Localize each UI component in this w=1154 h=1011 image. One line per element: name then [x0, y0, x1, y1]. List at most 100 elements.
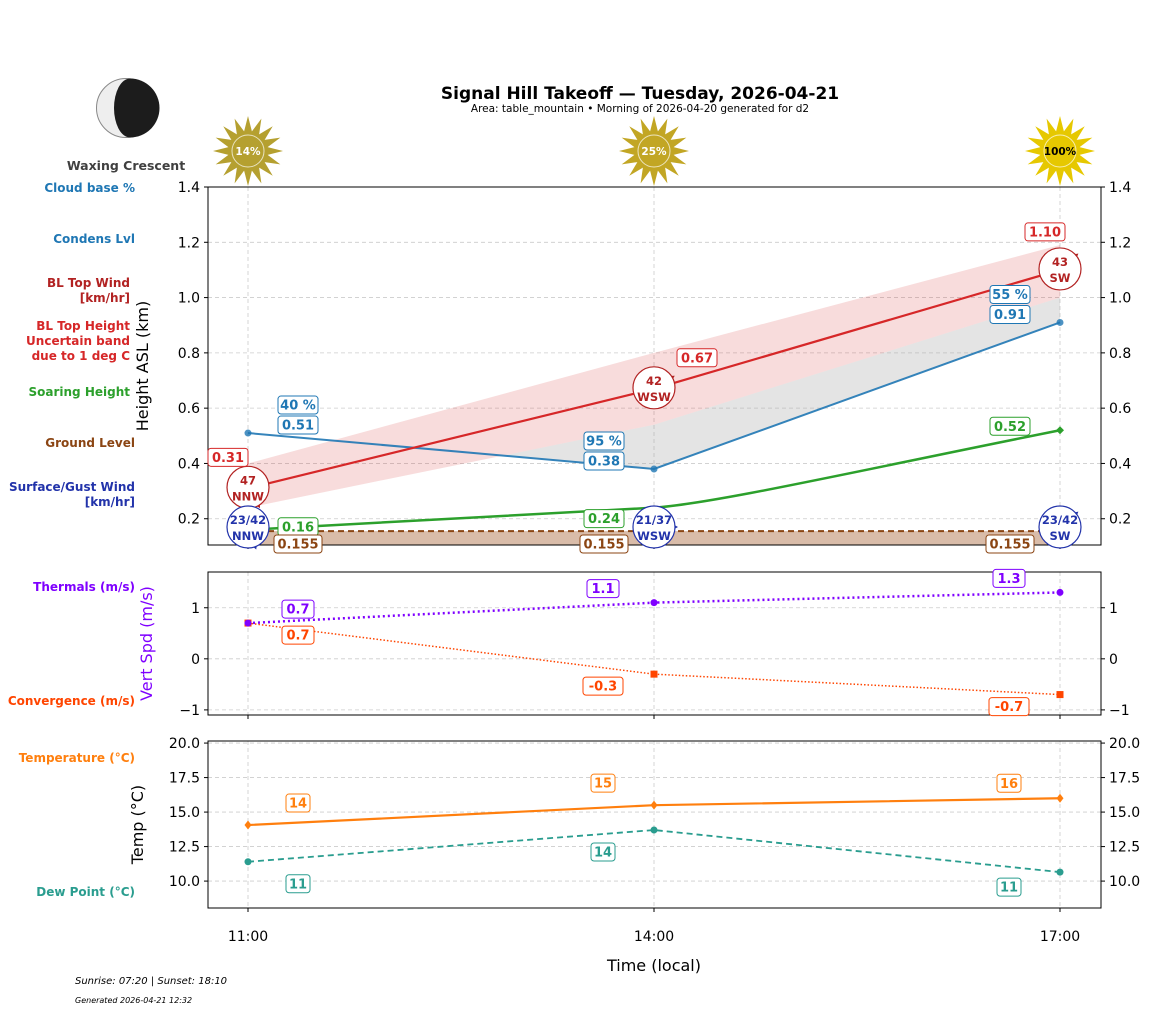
wind-direction: WSW [637, 529, 671, 543]
convergence-label: -0.3 [589, 680, 617, 695]
y-tick-label-left: 15.0 [169, 805, 200, 821]
x-tick-label: 11:00 [228, 929, 268, 945]
temperature-label-box [590, 773, 616, 793]
legend-label: Thermals (m/s) [33, 580, 135, 594]
wind-speed: 23/42 [230, 513, 266, 527]
condens-level-label-box [277, 415, 319, 435]
bl-top-height-label-box [676, 348, 718, 368]
legend-label: Dew Point (°C) [36, 885, 135, 899]
y-tick-label-left: 0.4 [178, 456, 200, 472]
temperature-label-box [996, 773, 1022, 793]
moon-phase-label: Waxing Crescent [67, 158, 185, 173]
y-tick-label-left: 17.5 [169, 771, 200, 787]
condens-level-point [1056, 318, 1064, 326]
temperature-point [1056, 793, 1064, 803]
convergence-label-box [281, 625, 315, 645]
y-axis-label: Vert Spd (m/s) [137, 586, 156, 701]
convergence-label: -0.7 [995, 700, 1023, 715]
wind-speed: 47 [240, 473, 256, 487]
sun-disc [231, 134, 265, 168]
convergence-label-box [582, 676, 624, 696]
sun-icon: 100% [1025, 116, 1095, 186]
soaring-height-label: 0.52 [994, 420, 1026, 435]
y-tick-label-right: 20.0 [1109, 736, 1140, 752]
dew-point-label-box [285, 874, 311, 894]
y-tick-label-right: 0.8 [1109, 346, 1131, 362]
wind-direction: SW [1050, 271, 1071, 285]
soaring-height-label-box [583, 509, 625, 529]
bl-top-wind-indicator: 42 WSW [632, 366, 676, 410]
temperature-point [650, 800, 658, 810]
temperature-label-box [285, 793, 311, 813]
dew-point-point [1056, 868, 1064, 876]
bl-top-height-label-box [207, 447, 249, 467]
wind-direction: NNW [232, 489, 264, 503]
ground-level-label-box [985, 534, 1035, 554]
condens-level-label-box [583, 451, 625, 471]
height-panel: 0.2 0.2 0.4 0.4 0.6 0.6 0.8 0.8 1.0 1.0 1.2 1.2 1.4 1… [133, 116, 1131, 554]
moon-icon [96, 78, 160, 138]
x-axis-label: Time (local) [606, 956, 701, 975]
thermals-label: 1.3 [997, 572, 1020, 587]
sun-times: Sunrise: 07:20 | Sunset: 18:10 [75, 976, 227, 987]
y-tick-label-left: 0.2 [178, 512, 200, 528]
legend-label: Cloud base % [44, 181, 135, 195]
legend-label: BL Top Wind [47, 276, 130, 290]
condens-level-label: 0.91 [994, 308, 1026, 323]
y-tick-label-right: 0.2 [1109, 512, 1131, 528]
sun-percent-label: 25% [641, 146, 667, 158]
dew-point-label: 14 [594, 846, 612, 861]
y-axis-label: Height ASL (km) [133, 301, 152, 431]
ground-level-label: 0.155 [583, 538, 624, 553]
soaring-height-line [247, 429, 1061, 532]
thermals-label: 0.7 [286, 603, 309, 618]
dew-point-label: 11 [1000, 881, 1018, 896]
wind-speed: 42 [646, 374, 662, 388]
bl-top-height-label: 0.31 [212, 451, 244, 466]
wind-circle [1038, 247, 1082, 291]
y-tick-label-left: 20.0 [169, 736, 200, 752]
ground-level-label-box [579, 534, 629, 554]
y-tick-label-left: 1.0 [178, 291, 200, 307]
thermals-point [1056, 588, 1064, 596]
chart-title: Signal Hill Takeoff — Tuesday, 2026-04-2… [441, 84, 839, 104]
legend-label: Uncertain band [26, 334, 130, 348]
condens-level-point [244, 429, 252, 437]
temperature-label: 14 [289, 797, 307, 812]
legend-label: BL Top Height [36, 319, 130, 333]
thermals-label: 1.1 [591, 582, 614, 597]
dew-point-label-box [590, 842, 616, 862]
cloud-base-pct-label: 95 % [586, 434, 622, 449]
cloud-base-pct-label: 55 % [992, 288, 1028, 303]
cloud-layer-fill [502, 297, 1060, 469]
y-tick-label-right: 1.0 [1109, 291, 1131, 307]
legend-label: Ground Level [45, 436, 135, 450]
surface-wind-indicator: 23/42 NNW [226, 505, 270, 550]
y-tick-label-left: 1.4 [178, 180, 200, 196]
thermals-label-box [586, 579, 620, 599]
thermals-point [244, 619, 252, 627]
legend-label: Temperature (°C) [19, 751, 135, 765]
wind-direction: SW [1050, 529, 1071, 543]
y-tick-label-left: −1 [179, 703, 200, 719]
wind-direction: NNW [232, 529, 264, 543]
bl-top-wind-indicator: 47 NNW [226, 465, 270, 509]
y-tick-label-right: 1 [1109, 601, 1118, 617]
sun-icon: 14% [213, 116, 283, 186]
wind-speed: 43 [1052, 255, 1068, 269]
condens-level-label-box [989, 304, 1031, 324]
temperature-label: 16 [1000, 777, 1018, 792]
y-tick-label-right: 0.4 [1109, 456, 1131, 472]
dew-point-label-box [996, 877, 1022, 897]
sun-disc [1043, 134, 1077, 168]
temperature-point [244, 820, 252, 830]
y-tick-label-right: 0.6 [1109, 401, 1131, 417]
legend-label: Soaring Height [29, 385, 131, 399]
x-tick-label: 17:00 [1040, 929, 1080, 945]
convergence-label-box [988, 697, 1030, 717]
y-tick-label-right: 1.2 [1109, 235, 1131, 251]
wind-speed: 23/42 [1042, 513, 1078, 527]
y-tick-label-right: 0 [1109, 652, 1118, 668]
condens-level-point [650, 465, 658, 473]
